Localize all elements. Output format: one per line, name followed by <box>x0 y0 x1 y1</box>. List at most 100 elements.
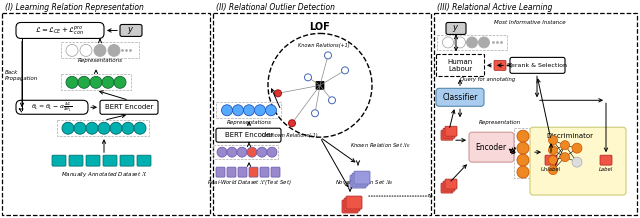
FancyBboxPatch shape <box>441 130 453 140</box>
FancyBboxPatch shape <box>260 167 269 177</box>
FancyBboxPatch shape <box>443 128 455 138</box>
FancyBboxPatch shape <box>545 155 557 165</box>
FancyBboxPatch shape <box>445 126 457 136</box>
Circle shape <box>548 136 557 145</box>
Bar <box>213 145 278 159</box>
Circle shape <box>90 76 102 88</box>
FancyBboxPatch shape <box>120 155 134 166</box>
Circle shape <box>66 44 78 56</box>
Circle shape <box>257 147 267 157</box>
FancyBboxPatch shape <box>100 100 158 114</box>
Circle shape <box>342 67 349 74</box>
Text: Representations: Representations <box>227 120 271 125</box>
Text: Back
Propagation: Back Propagation <box>5 70 38 81</box>
Text: Human
Labour: Human Labour <box>447 59 472 72</box>
Circle shape <box>221 105 232 116</box>
Bar <box>57 120 149 136</box>
Text: Label: Label <box>599 167 613 172</box>
Circle shape <box>517 142 529 154</box>
FancyBboxPatch shape <box>316 81 324 89</box>
FancyBboxPatch shape <box>103 155 117 166</box>
Circle shape <box>80 44 92 56</box>
Circle shape <box>517 166 529 178</box>
Bar <box>213 14 431 215</box>
Circle shape <box>324 52 332 59</box>
Circle shape <box>305 74 312 81</box>
Circle shape <box>548 146 557 155</box>
Circle shape <box>237 147 247 157</box>
Circle shape <box>122 122 134 134</box>
Text: BERT Encoder: BERT Encoder <box>225 132 273 138</box>
Circle shape <box>572 143 582 153</box>
Circle shape <box>312 110 319 117</box>
FancyBboxPatch shape <box>352 173 368 186</box>
Text: $\theta_L=\theta_L-\alpha\frac{\partial\mathcal{L}}{\partial\theta_L}$: $\theta_L=\theta_L-\alpha\frac{\partial\… <box>31 100 72 114</box>
Text: Manually Annotated Dataset $\mathcal{X}$: Manually Annotated Dataset $\mathcal{X}$ <box>61 169 147 179</box>
Bar <box>61 74 131 90</box>
FancyBboxPatch shape <box>227 167 236 177</box>
Circle shape <box>102 76 114 88</box>
FancyBboxPatch shape <box>69 155 83 166</box>
Text: BERT Encoder: BERT Encoder <box>105 104 153 110</box>
Text: (I) Learning Relation Representation: (I) Learning Relation Representation <box>5 2 144 12</box>
Bar <box>216 102 281 118</box>
Circle shape <box>62 122 74 134</box>
Circle shape <box>66 76 78 88</box>
FancyBboxPatch shape <box>436 88 484 106</box>
FancyBboxPatch shape <box>120 24 142 36</box>
FancyBboxPatch shape <box>271 167 280 177</box>
Text: Known Relation Set $\mathcal{X}_K$: Known Relation Set $\mathcal{X}_K$ <box>350 141 412 150</box>
Text: Representations: Representations <box>77 58 122 63</box>
Text: Unknown Relations(-1): Unknown Relations(-1) <box>262 133 318 138</box>
Circle shape <box>548 156 557 165</box>
Text: Rerank & Selection: Rerank & Selection <box>507 63 567 68</box>
Circle shape <box>134 122 146 134</box>
Circle shape <box>517 130 529 142</box>
Circle shape <box>467 37 477 48</box>
Text: (III) Relational Active Learning: (III) Relational Active Learning <box>437 2 552 12</box>
Text: Real-World Dataset $\mathcal{X}'$(Test Set): Real-World Dataset $\mathcal{X}'$(Test S… <box>207 179 291 188</box>
Circle shape <box>275 90 282 97</box>
FancyBboxPatch shape <box>342 200 358 213</box>
Circle shape <box>479 37 490 48</box>
FancyBboxPatch shape <box>530 127 626 195</box>
Text: $\mathcal{L}=\mathcal{L}_{CE}+\mathcal{L}_{con}^{pro}$: $\mathcal{L}=\mathcal{L}_{CE}+\mathcal{L… <box>35 24 84 37</box>
FancyBboxPatch shape <box>16 22 104 38</box>
Circle shape <box>114 76 126 88</box>
Circle shape <box>217 147 227 157</box>
Circle shape <box>255 105 266 116</box>
Text: Encoder: Encoder <box>476 143 507 152</box>
Circle shape <box>243 105 255 116</box>
Circle shape <box>572 157 582 167</box>
Circle shape <box>98 122 110 134</box>
Text: Known Relations(+1): Known Relations(+1) <box>298 43 350 48</box>
Circle shape <box>227 147 237 157</box>
Text: Representation: Representation <box>479 120 521 125</box>
FancyBboxPatch shape <box>216 128 281 142</box>
Bar <box>514 128 532 178</box>
FancyBboxPatch shape <box>441 183 453 193</box>
Circle shape <box>267 147 277 157</box>
FancyBboxPatch shape <box>350 175 366 188</box>
Circle shape <box>328 97 335 104</box>
Text: Most Informative Instance: Most Informative Instance <box>494 20 566 26</box>
Circle shape <box>232 105 243 116</box>
Circle shape <box>94 44 106 56</box>
Circle shape <box>86 122 98 134</box>
FancyBboxPatch shape <box>354 171 370 184</box>
Bar <box>61 43 139 58</box>
Circle shape <box>266 105 276 116</box>
Circle shape <box>108 44 120 56</box>
FancyBboxPatch shape <box>86 155 100 166</box>
Circle shape <box>289 120 296 127</box>
Circle shape <box>74 122 86 134</box>
Bar <box>434 14 637 215</box>
Text: $y$: $y$ <box>452 23 460 34</box>
Text: $y$: $y$ <box>127 25 134 36</box>
Bar <box>437 36 507 50</box>
Bar <box>436 54 484 76</box>
Circle shape <box>454 37 465 48</box>
FancyBboxPatch shape <box>346 196 362 209</box>
Circle shape <box>247 147 257 157</box>
FancyBboxPatch shape <box>510 57 565 73</box>
